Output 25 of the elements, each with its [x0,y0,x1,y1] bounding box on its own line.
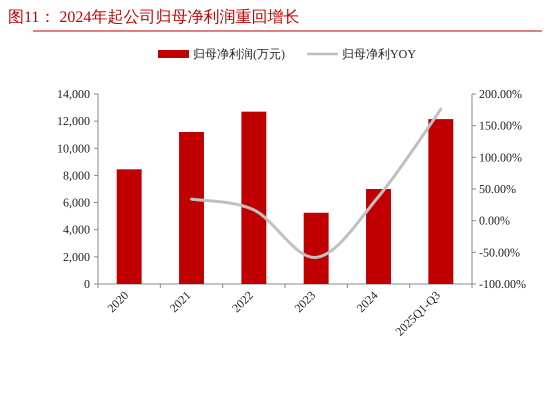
chart-title: 图11： 2024年起公司归母净利润重回增长 [8,8,300,26]
bar [428,119,454,284]
y-tick-label: 14,000 [57,87,90,101]
y-tick-label: 2,000 [63,250,90,264]
y2-tick-label: -100.00% [479,277,526,291]
y2-tick-label: 150.00% [479,118,522,133]
y2-tick-label: 0.00% [479,214,510,228]
bar [366,189,391,284]
y-tick-label: 0 [84,277,90,291]
y-tick-label: 10,000 [57,141,90,156]
y2-tick-label: 200.00% [479,87,522,101]
y-tick-label: 8,000 [63,168,90,182]
y-tick-label: 6,000 [63,196,90,210]
legend-label: 归母净利YOY [342,47,416,61]
y-tick-label: 12,000 [57,114,90,128]
y2-tick-label: 100.00% [479,150,522,164]
bar [304,212,329,284]
line-series [190,108,442,259]
y2-tick-label: -50.00% [479,245,520,260]
bar [241,112,266,284]
y2-tick-label: 50.00% [479,182,516,196]
bar [116,169,142,284]
bar [179,132,204,284]
legend-label: 归母净利润(万元) [193,47,285,61]
y-tick-label: 4,000 [63,222,90,237]
